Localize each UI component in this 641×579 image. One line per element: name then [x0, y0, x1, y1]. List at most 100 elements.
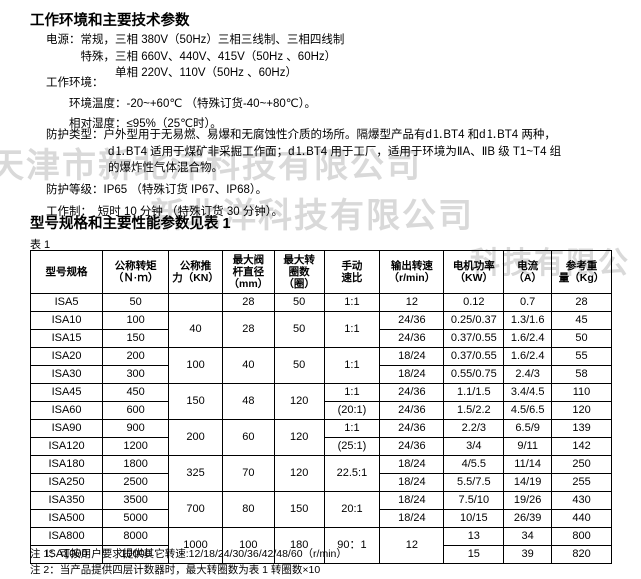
cell-output-speed: 18/24 [379, 455, 445, 474]
cell-torque: 600 [102, 401, 170, 420]
table-row: ISA20 200 100 40 50 1:1 18/24 0.37/0.55 1.6/2.4 5… [29, 347, 612, 384]
cell-stem-diameter: 28 [221, 293, 275, 312]
cell-max-turns: 180 [273, 527, 325, 564]
table-row: ISA5 50 28 50 1:1 12 0.12 0.7 28 [29, 293, 612, 312]
cell-manual-ratio: (25:1) [323, 437, 381, 456]
cell-thrust: 40 [168, 311, 223, 348]
cell-current: 1.6/2.4 [503, 347, 553, 366]
cell-model: ISA10 [29, 311, 104, 330]
cell-output-speed: 18/24 [379, 509, 445, 528]
cell-output-speed: 24/36 [379, 329, 445, 348]
cell-model: ISA1000 [29, 545, 104, 564]
cell-manual-ratio: 1:1 [323, 419, 381, 438]
cell-torque: 5000 [102, 509, 170, 528]
protection-line-1: 防护类型：户外型用于无易燃、易爆和无腐蚀性介质的场所。隔爆型产品有d⒈BT4 和… [46, 129, 556, 141]
col-header-stem-diameter: 最大阀 杆直径 （mm） [221, 250, 275, 294]
protection-line-2: d⒈BT4 适用于煤矿非采掘工作面；d⒈BT4 用于工厂，适用于环境为ⅡA、ⅡB… [108, 145, 562, 158]
cell-weight: 28 [551, 293, 612, 312]
cell-current: 9/11 [503, 437, 553, 456]
col-header-max-turns: 最大转 圈数 （圈） [273, 250, 325, 294]
cell-torque: 300 [102, 365, 170, 384]
cell-manual-ratio: 20:1 [323, 491, 381, 528]
cell-thrust [168, 293, 223, 312]
cell-weight: 142 [551, 437, 612, 456]
cell-motor-power: 1.1/1.5 [443, 383, 505, 402]
cell-max-turns: 50 [273, 347, 325, 384]
cell-torque: 100 [102, 311, 170, 330]
cell-stem-diameter: 80 [221, 491, 275, 528]
cell-thrust: 325 [168, 455, 223, 492]
note-2: 注 2：当产品提供四层计数器时，最大转圈数为表 1 转圈数×10 [30, 563, 321, 576]
cell-model: ISA180 [29, 455, 104, 474]
cell-motor-power: 1.5/2.2 [443, 401, 505, 420]
cell-current: 1.6/2.4 [503, 329, 553, 348]
cell-weight: 120 [551, 401, 612, 420]
table-label: 表 1 [30, 239, 51, 251]
cell-motor-power: 5.5/7.5 [443, 473, 505, 492]
cell-weight: 45 [551, 311, 612, 330]
cell-motor-power: 0.37/0.55 [443, 329, 505, 348]
cell-manual-ratio: 22.5:1 [323, 455, 381, 492]
cell-weight: 50 [551, 329, 612, 348]
cell-current: 3.4/4.5 [503, 383, 553, 402]
table-row: ISA250 2500 18/24 5.5/7.5 14/19 255 [29, 473, 612, 492]
cell-manual-ratio: 1:1 [323, 293, 381, 312]
cell-max-turns: 120 [273, 455, 325, 492]
note-1: 注 1：可按用户要求提供其它转速:12/18/24/30/36/42/48/60… [30, 548, 347, 560]
cell-model: ISA60 [29, 401, 104, 420]
table-row: ISA180 1800 325 70 120 22.5:1 18/24 4/5.5 11/14 2… [29, 455, 612, 492]
cell-torque: 10000 [102, 545, 170, 564]
cell-stem-diameter: 60 [221, 419, 275, 456]
cell-weight: 110 [551, 383, 612, 402]
cell-output-speed: 18/24 [379, 491, 445, 510]
cell-weight: 139 [551, 419, 612, 438]
environment-line-1: 工作环境： [46, 77, 104, 89]
cell-model: ISA5 [29, 293, 104, 312]
protection-block: 防护类型：户外型用于无易燃、易爆和无腐蚀性介质的场所。隔爆型产品有d⒈BT4 和… [46, 127, 636, 220]
cell-output-speed: 12 [379, 527, 445, 564]
cell-torque: 450 [102, 383, 170, 402]
table-row: ISA800 8000 1000 100 180 90：1 12 13 34 800 [29, 527, 612, 564]
cell-weight: 55 [551, 347, 612, 366]
cell-max-turns: 150 [273, 491, 325, 528]
cell-model: ISA20 [29, 347, 104, 366]
cell-stem-diameter: 40 [221, 347, 275, 384]
cell-manual-ratio: 1:1 [323, 347, 381, 384]
cell-max-turns: 120 [273, 383, 325, 420]
cell-weight: 430 [551, 491, 612, 510]
power-line-2: 特殊，三相 660V、440V、415V（50Hz 、60Hz） [46, 50, 337, 63]
cell-manual-ratio: 1:1 [323, 383, 381, 402]
table-row: ISA10 100 40 28 50 1:1 24/36 0.25/0.37 1.3/1.6 45 [29, 311, 612, 348]
cell-model: ISA800 [29, 527, 104, 546]
cell-model: ISA350 [29, 491, 104, 510]
table-row: ISA90 900 200 60 120 1:1 24/36 2.2/3 6.5/9 139 [29, 419, 612, 456]
table-row: ISA120 1200 (25:1) 24/36 3/4 9/11 142 [29, 437, 612, 456]
cell-weight: 800 [551, 527, 612, 546]
cell-model: ISA500 [29, 509, 104, 528]
cell-motor-power: 0.25/0.37 [443, 311, 505, 330]
cell-model: ISA90 [29, 419, 104, 438]
section-title-environment: 工作环境和主要技术参数 [30, 13, 190, 29]
cell-max-turns: 50 [273, 311, 325, 348]
col-header-thrust: 公称推 力（KN） [168, 250, 223, 294]
protection-line-3: 的爆炸性气体混合物。 [108, 162, 223, 175]
cell-torque: 200 [102, 347, 170, 366]
cell-motor-power: 13 [443, 527, 505, 546]
cell-stem-diameter: 48 [221, 383, 275, 420]
cell-output-speed: 18/24 [379, 347, 445, 366]
cell-current: 14/19 [503, 473, 553, 492]
spec-table: 型号规格 公称转矩 （Ｎ·ｍ） 公称推 力（KN） 最大阀 杆直径 （mm） [29, 250, 612, 564]
power-line-3: 单相 220V、110V（50Hz 、60Hz） [46, 67, 297, 80]
cell-thrust: 200 [168, 419, 223, 456]
cell-weight: 255 [551, 473, 612, 492]
cell-output-speed: 24/36 [379, 419, 445, 438]
cell-motor-power: 0.55/0.75 [443, 365, 505, 384]
cell-motor-power: 0.37/0.55 [443, 347, 505, 366]
cell-torque: 8000 [102, 527, 170, 546]
cell-model: ISA45 [29, 383, 104, 402]
cell-current: 39 [503, 545, 553, 564]
cell-thrust: 100 [168, 347, 223, 384]
cell-manual-ratio: (20:1) [323, 401, 381, 420]
protection-line-5: 工作制： 短时 10 分钟 （特殊订货 30 分钟）。 [46, 205, 284, 218]
cell-output-speed: 24/36 [379, 437, 445, 456]
